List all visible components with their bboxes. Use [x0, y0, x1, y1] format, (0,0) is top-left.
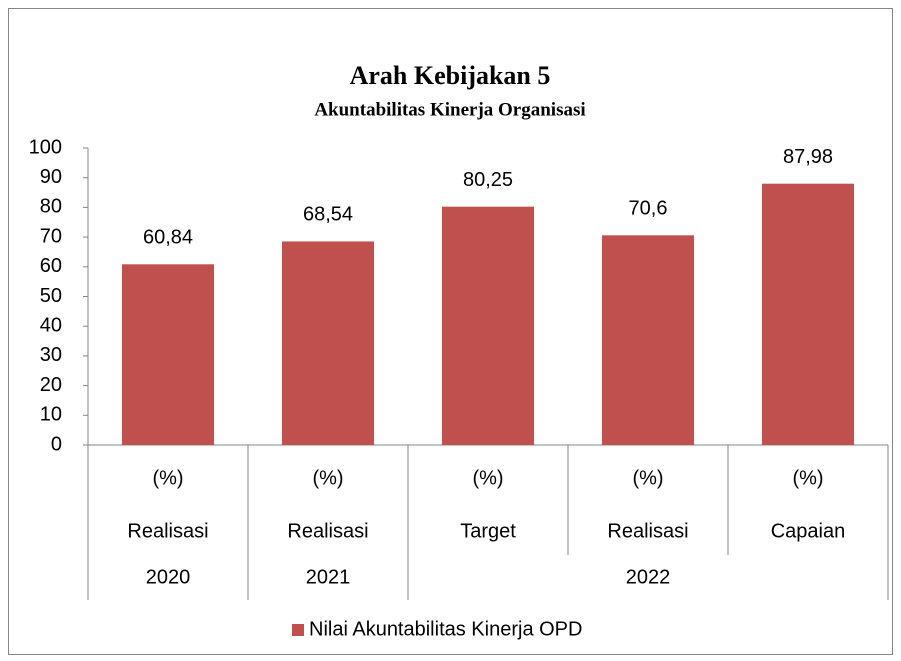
x-subcategory-label: Realisasi — [127, 520, 208, 542]
y-tick-label: 50 — [40, 285, 62, 307]
y-tick-label: 70 — [40, 225, 62, 247]
x-subcategory-label: Realisasi — [607, 520, 688, 542]
chart-subtitle: Akuntabilitas Kinerja Organisasi — [314, 99, 585, 120]
y-tick-label: 30 — [40, 344, 62, 366]
x-tick-label: (%) — [632, 467, 663, 489]
value-label: 87,98 — [783, 146, 833, 168]
bar — [762, 183, 854, 445]
x-tick-label: (%) — [472, 467, 503, 489]
group-label: 2021 — [306, 566, 351, 588]
bar — [122, 264, 214, 445]
chart-title: Arah Kebijakan 5 — [350, 61, 551, 90]
y-tick-label: 100 — [29, 136, 62, 158]
y-tick-label: 20 — [40, 374, 62, 396]
bar — [442, 206, 534, 445]
group-label: 2020 — [146, 566, 191, 588]
group-label: 2022 — [626, 566, 671, 588]
bar — [602, 235, 694, 445]
x-subcategory-label: Target — [460, 520, 516, 542]
bar — [282, 241, 374, 445]
value-label: 60,84 — [143, 227, 193, 249]
y-tick-label: 0 — [51, 433, 62, 455]
x-subcategory-label: Capaian — [771, 520, 846, 542]
x-subcategory-label: Realisasi — [287, 520, 368, 542]
value-label: 70,6 — [629, 198, 668, 220]
value-label: 68,54 — [303, 204, 353, 226]
y-tick-label: 40 — [40, 314, 62, 336]
y-tick-label: 90 — [40, 166, 62, 188]
value-label: 80,25 — [463, 169, 513, 191]
y-tick-label: 10 — [40, 404, 62, 426]
x-tick-label: (%) — [792, 467, 823, 489]
y-tick-label: 80 — [40, 196, 62, 218]
legend-label: Nilai Akuntabilitas Kinerja OPD — [309, 618, 582, 640]
y-tick-label: 60 — [40, 255, 62, 277]
legend-swatch — [292, 624, 304, 636]
x-tick-label: (%) — [312, 467, 343, 489]
x-tick-label: (%) — [152, 467, 183, 489]
